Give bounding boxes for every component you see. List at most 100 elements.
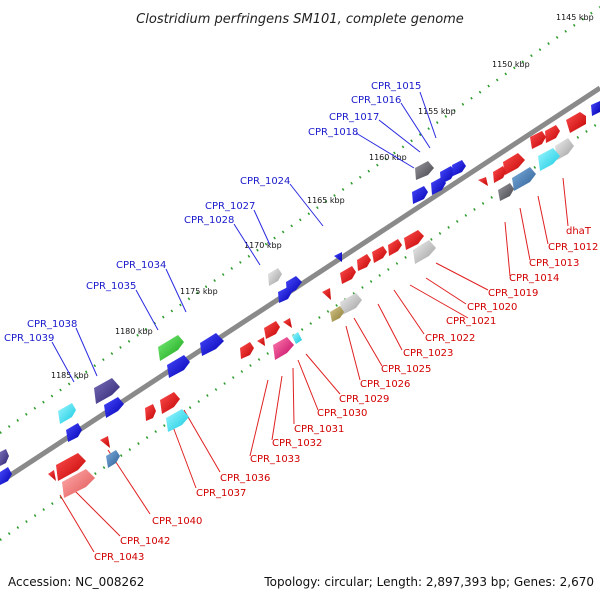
gene-label[interactable]: CPR_1024 xyxy=(240,176,290,187)
gene-arrow[interactable] xyxy=(167,355,190,378)
gene-arrow[interactable] xyxy=(555,138,574,160)
leader-line xyxy=(409,284,469,319)
leader-line xyxy=(289,183,324,227)
gene-arrow[interactable] xyxy=(493,166,506,183)
gene-arrow[interactable] xyxy=(278,287,292,303)
gene-label[interactable]: CPR_1027 xyxy=(205,201,255,212)
gene-arrow[interactable] xyxy=(591,101,600,116)
gene-label[interactable]: CPR_1020 xyxy=(467,302,517,313)
gene-arrow[interactable] xyxy=(100,436,110,448)
gene-label[interactable]: CPR_1033 xyxy=(250,454,300,465)
gene-label[interactable]: dhaT xyxy=(566,226,592,237)
gene-arrow[interactable] xyxy=(334,252,342,262)
gene-label[interactable]: CPR_1016 xyxy=(351,95,401,106)
gene-label[interactable]: CPR_1017 xyxy=(329,112,379,123)
gene-label[interactable]: CPR_1042 xyxy=(120,536,170,547)
gene-arrow[interactable] xyxy=(498,183,514,201)
gene-arrow[interactable] xyxy=(340,293,362,315)
gene-label[interactable]: CPR_1038 xyxy=(27,319,77,330)
gene-arrow[interactable] xyxy=(166,409,189,432)
gene-arrow[interactable] xyxy=(200,333,224,356)
gene-label[interactable]: CPR_1015 xyxy=(371,81,421,92)
gene-label[interactable]: CPR_1032 xyxy=(272,438,322,449)
gene-arrow[interactable] xyxy=(340,266,356,284)
gene-arrow[interactable] xyxy=(268,268,282,286)
gene-arrow[interactable] xyxy=(330,306,344,322)
gene-arrow[interactable] xyxy=(322,288,331,300)
gene-arrow[interactable] xyxy=(273,337,294,360)
gene-label[interactable]: CPR_1018 xyxy=(308,127,358,138)
gene-label[interactable]: CPR_1035 xyxy=(86,281,136,292)
gene-arrow[interactable] xyxy=(104,397,124,418)
gene-label[interactable]: CPR_1026 xyxy=(360,379,410,390)
leader-line xyxy=(75,327,98,377)
gene-arrow[interactable] xyxy=(158,335,184,361)
gene-arrow[interactable] xyxy=(257,337,265,346)
gene-arrow[interactable] xyxy=(412,186,428,204)
gene-arrow[interactable] xyxy=(264,321,280,339)
gene-arrow[interactable] xyxy=(503,153,525,175)
gene-arrow[interactable] xyxy=(66,423,82,442)
gene-label[interactable]: CPR_1019 xyxy=(488,288,538,299)
gene-label[interactable]: CPR_1043 xyxy=(94,552,144,563)
gene-arrow[interactable] xyxy=(48,470,56,481)
gene-label[interactable]: CPR_1036 xyxy=(220,473,270,484)
leader-line xyxy=(171,423,197,489)
leader-line xyxy=(377,303,403,351)
gene-label[interactable]: CPR_1022 xyxy=(425,333,475,344)
gene-arrow[interactable] xyxy=(566,112,586,133)
lower-strand-genes[interactable] xyxy=(48,112,586,498)
gene-arrow[interactable] xyxy=(452,160,466,176)
kbp-label: 1180 kbp xyxy=(115,327,153,336)
gene-arrow[interactable] xyxy=(478,177,488,186)
gene-arrow[interactable] xyxy=(0,449,9,466)
gene-label[interactable]: CPR_1039 xyxy=(4,333,54,344)
leader-line xyxy=(504,221,511,277)
gene-label[interactable]: CPR_1040 xyxy=(152,516,202,527)
gene-arrow[interactable] xyxy=(357,254,371,271)
gene-arrow[interactable] xyxy=(94,378,120,404)
gene-arrow[interactable] xyxy=(106,450,120,468)
top-leader-lines xyxy=(51,91,437,383)
bottom-leader-lines xyxy=(59,177,569,553)
gene-arrow[interactable] xyxy=(388,239,402,256)
gene-label[interactable]: CPR_1034 xyxy=(116,260,166,271)
gene-label[interactable]: CPR_1025 xyxy=(381,364,431,375)
gene-arrow[interactable] xyxy=(145,404,156,421)
gene-label[interactable]: CPR_1030 xyxy=(317,408,367,419)
gene-arrow[interactable] xyxy=(283,318,292,328)
gene-arrow[interactable] xyxy=(62,469,95,498)
gene-label[interactable]: CPR_1028 xyxy=(184,215,234,226)
leader-line xyxy=(519,207,531,261)
gene-arrow[interactable] xyxy=(538,148,560,171)
gene-arrow[interactable] xyxy=(415,161,434,180)
bottom-gene-labels: dhaT CPR_1012 CPR_1013 CPR_1014 CPR_1019… xyxy=(94,226,598,563)
gene-arrow[interactable] xyxy=(240,342,254,359)
gene-arrow[interactable] xyxy=(530,131,546,149)
gene-arrow[interactable] xyxy=(56,453,86,481)
gene-arrow[interactable] xyxy=(512,167,536,191)
gene-arrow[interactable] xyxy=(292,332,302,344)
gene-arrow[interactable] xyxy=(545,125,560,143)
gene-label[interactable]: CPR_1021 xyxy=(446,316,496,327)
gene-label[interactable]: CPR_1023 xyxy=(403,348,453,359)
gene-arrow[interactable] xyxy=(404,230,424,250)
leader-line xyxy=(393,289,425,335)
gene-arrow[interactable] xyxy=(58,403,76,424)
gene-label[interactable]: CPR_1029 xyxy=(339,394,389,405)
gene-label[interactable]: CPR_1012 xyxy=(548,242,598,253)
gene-arrow[interactable] xyxy=(440,166,455,184)
gene-arrow[interactable] xyxy=(372,246,387,263)
gene-arrow[interactable] xyxy=(431,177,446,195)
gene-arrow[interactable] xyxy=(160,392,180,414)
leader-line xyxy=(400,102,431,149)
gene-arrow[interactable] xyxy=(0,467,12,485)
gene-label[interactable]: CPR_1037 xyxy=(196,488,246,499)
gene-arrow[interactable] xyxy=(413,240,436,264)
gene-label[interactable]: CPR_1014 xyxy=(509,273,559,284)
leader-line xyxy=(51,341,75,383)
upper-strand-genes[interactable] xyxy=(0,101,600,485)
gene-label[interactable]: CPR_1031 xyxy=(294,424,344,435)
gene-label[interactable]: CPR_1013 xyxy=(529,258,579,269)
leader-line xyxy=(183,409,221,473)
